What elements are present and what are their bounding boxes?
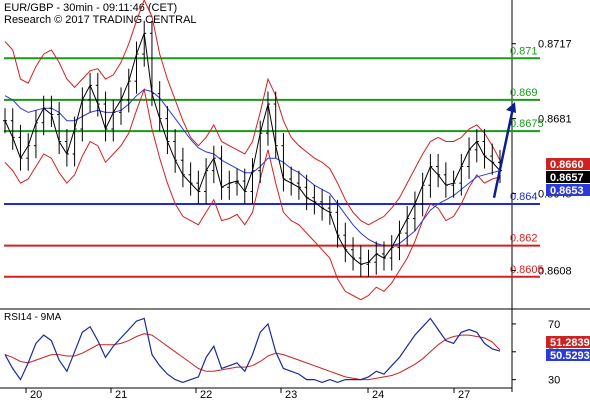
rsi-line	[4, 317, 501, 384]
last-value-badge	[546, 171, 590, 183]
rsi-panel-title: RSI14 - 9MA	[4, 312, 62, 323]
x-tick-label: 20	[30, 389, 42, 400]
last-value-badge-label: 0.8660	[550, 159, 584, 171]
price-y-tick-label: 0.8717	[538, 39, 572, 51]
price-y-tick-label: 0.8681	[538, 114, 572, 126]
bollinger-lower-line	[4, 87, 501, 301]
level-label: 0.8675	[510, 118, 544, 130]
forecast-arrow-head	[506, 101, 516, 113]
x-tick-label: 21	[115, 389, 127, 400]
x-axis: 20 21 22 23 24 27	[0, 387, 512, 400]
rsi-y-tick-label: 70	[548, 319, 560, 331]
rsi-y-tick-label: 30	[548, 375, 560, 387]
last-value-badge-label: 0.8653	[550, 185, 584, 197]
price-y-tick-label: 0.8608	[538, 266, 572, 278]
rsi-last-value-badge	[546, 349, 590, 361]
bollinger-upper-line	[4, 0, 501, 226]
last-value-badge	[546, 158, 590, 170]
x-tick-label: 23	[285, 389, 297, 400]
rsi-last-value-badge-label: 50.5293	[550, 350, 590, 362]
level-label: 0.869	[510, 87, 538, 99]
last-value-badge-label: 0.8657	[550, 172, 584, 184]
level-label: 0.864	[510, 191, 538, 203]
rsi-ma-line	[4, 333, 501, 381]
last-value-badge	[546, 184, 590, 196]
level-label: 0.8605	[510, 264, 544, 276]
forecast-arrow-shaft	[492, 107, 515, 198]
x-tick-label: 22	[200, 389, 212, 400]
level-label: 0.871	[510, 45, 538, 57]
price-panel: 0.86080.86450.86810.87170.8710.8690.8675…	[0, 0, 590, 392]
level-label: 0.862	[510, 233, 538, 245]
rsi-last-value-badge	[546, 336, 590, 348]
x-tick-label: 27	[458, 389, 470, 400]
rsi-last-value-badge-label: 51.2839	[550, 337, 590, 349]
x-tick-label: 24	[372, 389, 384, 400]
chart-subtitle: Research © 2017 TRADING CENTRAL	[4, 14, 197, 26]
price-line	[4, 33, 501, 265]
chart-title: EUR/GBP - 30min - 09:11:46 (CET)	[4, 2, 178, 14]
